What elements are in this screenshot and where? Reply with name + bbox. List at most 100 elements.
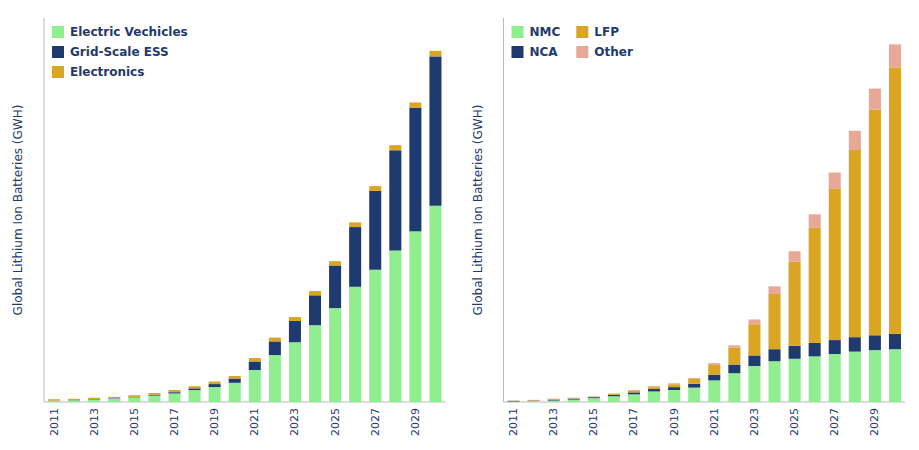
chart-panel: 2011201320152017201920212023202520272029… [11, 18, 446, 436]
bar-segment [829, 354, 841, 402]
bar-segment [748, 324, 760, 355]
bar-segment [389, 251, 401, 402]
bar-segment [849, 150, 861, 337]
bar-segment [829, 173, 841, 189]
bar-segment [329, 265, 341, 308]
bar-segment [209, 384, 221, 387]
bar-segment [889, 44, 901, 67]
bar-segment [48, 399, 60, 400]
legend-label: Grid-Scale ESS [70, 45, 169, 59]
bars [48, 51, 441, 402]
bar-segment [429, 56, 441, 205]
legend-label: Electric Vechicles [70, 25, 188, 39]
legend-swatch [512, 46, 524, 58]
bar-segment [48, 400, 60, 401]
bar-segment [588, 398, 600, 402]
bar-segment [768, 349, 780, 361]
bar-segment [249, 361, 261, 370]
bar-segment [329, 261, 341, 265]
legend-label: NMC [530, 25, 561, 39]
x-tick-label: 2027 [828, 408, 841, 436]
bar-segment [429, 51, 441, 57]
bar-segment [668, 390, 680, 402]
bar-segment [789, 346, 801, 359]
bar-segment [429, 206, 441, 402]
bar-segment [849, 337, 861, 351]
bar-segment [508, 401, 520, 402]
bar-segment [209, 382, 221, 385]
bar-segment [309, 295, 321, 325]
bar-segment [548, 399, 560, 400]
legend-swatch [576, 46, 588, 58]
bar-segment [608, 393, 620, 394]
bar-segment [588, 397, 600, 399]
bar-segment [628, 391, 640, 392]
bar-segment [869, 89, 881, 110]
x-axis-line [504, 402, 906, 403]
bar-segment [269, 338, 281, 342]
bar-segment [688, 379, 700, 384]
bar-segment [389, 150, 401, 250]
chart-panel: 2011201320152017201920212023202520272029… [471, 18, 906, 436]
bar-segment [168, 390, 180, 392]
bar-segment [329, 308, 341, 402]
legend-swatch [52, 26, 64, 38]
legend-label: Electronics [70, 65, 144, 79]
bar-segment [568, 400, 580, 402]
bar-segment [889, 334, 901, 349]
bar-segment [708, 363, 720, 365]
bar-segment [528, 401, 540, 402]
bar-segment [128, 395, 140, 397]
x-tick-label: 2023 [748, 408, 761, 436]
bar-segment [269, 355, 281, 402]
bar-segment [269, 341, 281, 355]
bar-segment [809, 356, 821, 402]
bar-segment [608, 393, 620, 395]
legend-swatch [512, 26, 524, 38]
y-axis-line [44, 18, 45, 402]
bar-segment [108, 398, 120, 399]
bar-segment [588, 396, 600, 397]
bar-segment [168, 392, 180, 393]
x-tick-label: 2015 [128, 408, 141, 436]
legend: Electric Vechicles Grid-Scale ESS Electron… [52, 25, 188, 79]
bar-segment [889, 349, 901, 402]
x-axis-line [44, 402, 446, 403]
bar-segment [528, 399, 540, 400]
bar-segment [849, 352, 861, 402]
bar-segment [229, 383, 241, 402]
bar-segment [708, 380, 720, 402]
x-tick-label: 2019 [208, 408, 221, 436]
bar-segment [108, 399, 120, 402]
bar-segment [789, 359, 801, 402]
bar-segment [369, 270, 381, 402]
bar-segment [249, 370, 261, 402]
x-tick-label: 2023 [288, 408, 301, 436]
bars [508, 44, 901, 402]
bar-segment [568, 398, 580, 399]
legend: NMCNCALFPOther [512, 25, 633, 59]
bar-segment [608, 395, 620, 396]
bar-segment [148, 393, 160, 395]
bar-segment [508, 400, 520, 401]
bar-segment [409, 102, 421, 107]
bar-segment [628, 392, 640, 394]
bar-segment [389, 145, 401, 150]
bar-segment [809, 228, 821, 343]
bar-segment [409, 231, 421, 402]
bar-segment [289, 342, 301, 402]
bar-segment [369, 186, 381, 191]
bar-segment [869, 335, 881, 350]
bar-series [508, 44, 901, 400]
x-tick-label: 2029 [868, 408, 881, 436]
bar-segment [568, 397, 580, 398]
bar-segment [229, 379, 241, 383]
x-tick-label: 2025 [329, 408, 342, 436]
legend-swatch [52, 46, 64, 58]
bar-segment [349, 227, 361, 287]
x-tick-label: 2021 [248, 408, 261, 436]
y-axis-line [503, 18, 504, 402]
bar-segment [548, 398, 560, 399]
bar-segment [728, 348, 740, 365]
bar-segment [648, 386, 660, 388]
